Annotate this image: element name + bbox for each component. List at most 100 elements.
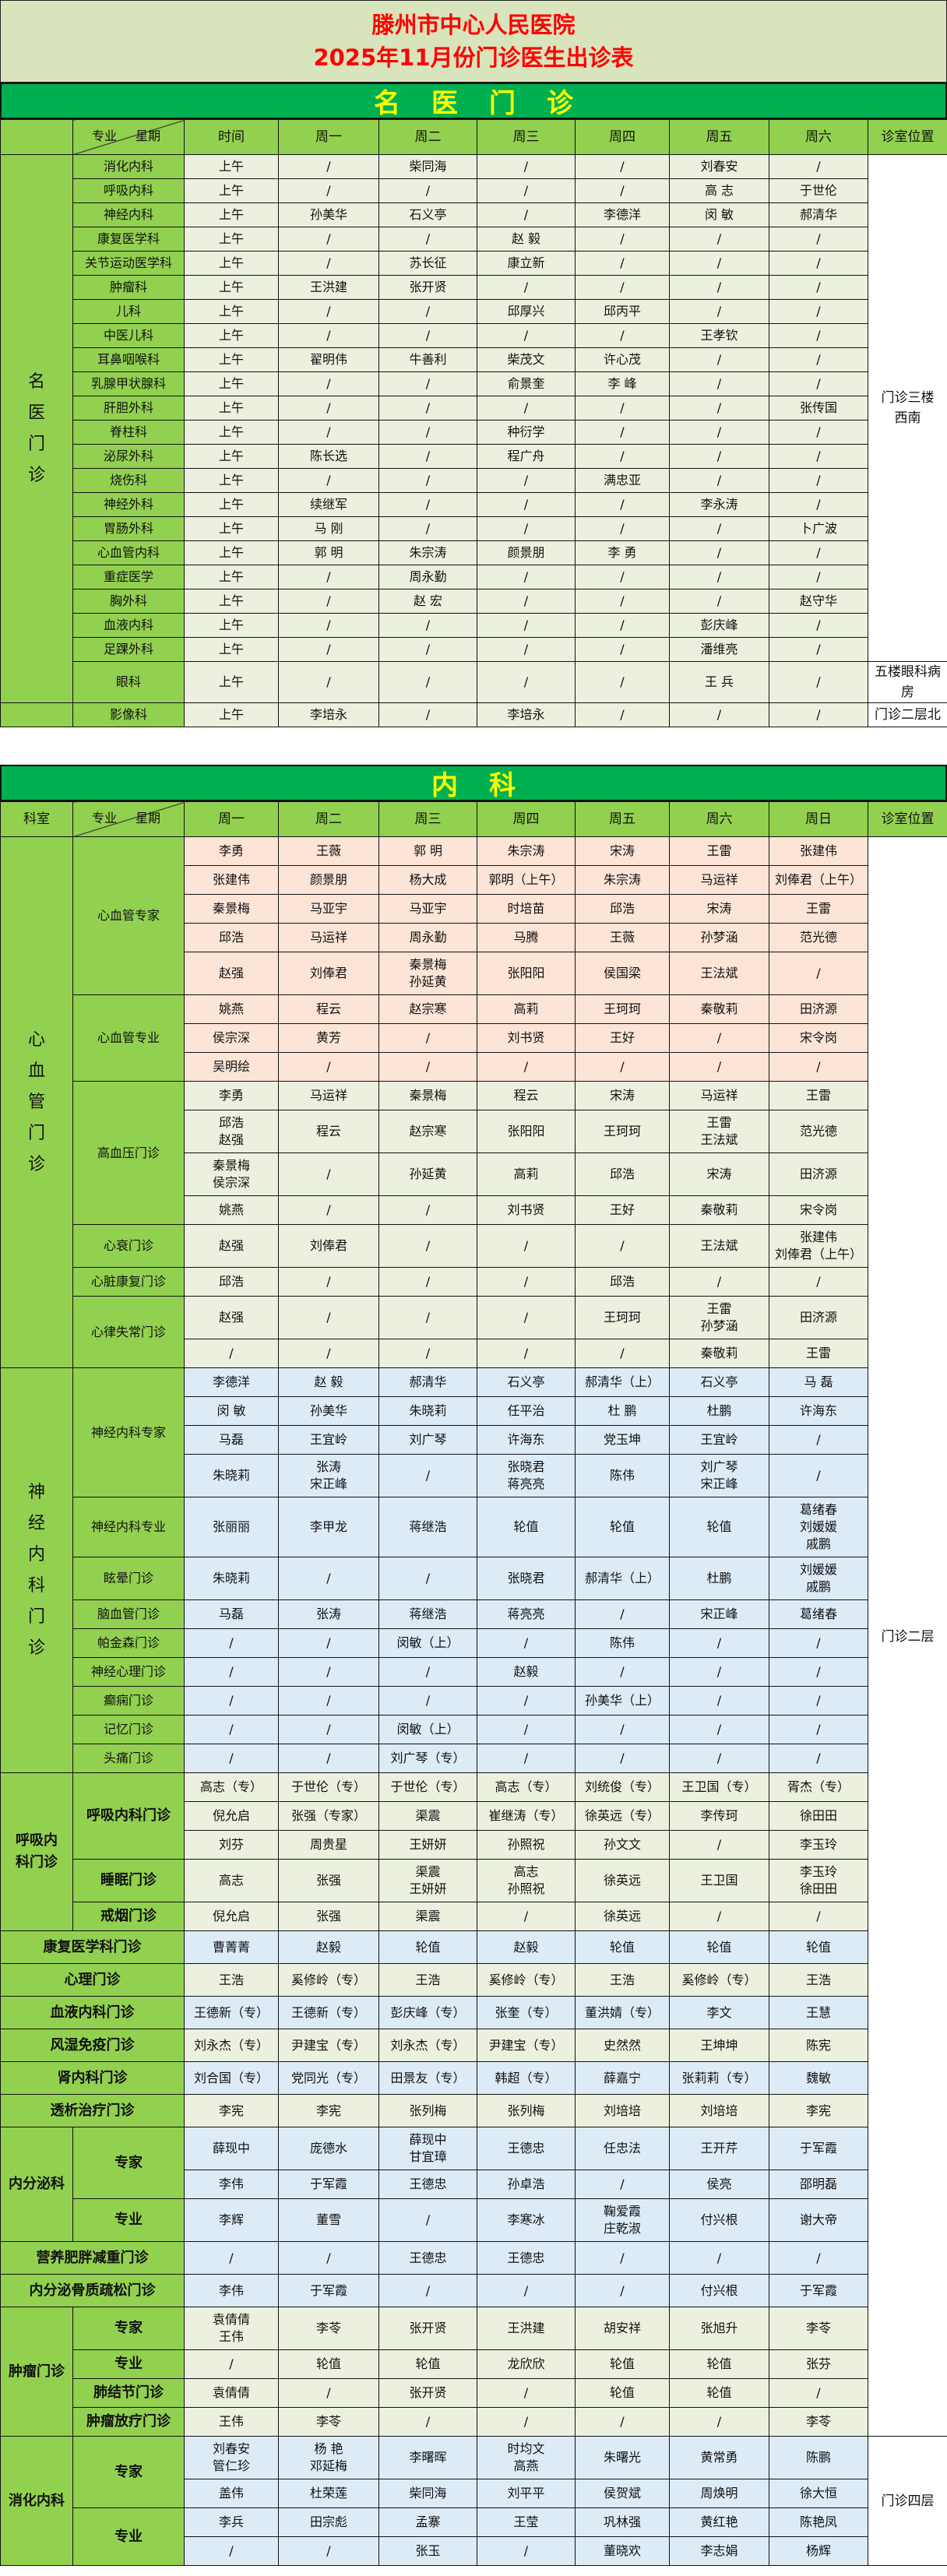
doctor-cell: 秦景梅 [184, 894, 279, 924]
doctor-cell: 李宪 [769, 2094, 868, 2127]
doctor-cell: 朱宗涛 [575, 865, 670, 895]
doctor-cell: / [769, 613, 868, 638]
table-row: 肺结节门诊 袁倩倩 / 张开贤 / 轮值 轮值 / [1, 2378, 947, 2408]
doctor-cell: / [669, 468, 769, 493]
doctor-cell: / [575, 1339, 670, 1368]
doctor-cell: / [278, 154, 379, 179]
doctor-cell: 崔继涛（专） [477, 1801, 576, 1831]
doctor-cell: 孙卓浩 [477, 2170, 576, 2199]
doctor-cell: 陈伟 [575, 1454, 670, 1497]
doctor-cell: 王德忠 [477, 2241, 576, 2275]
doctor-cell: / [477, 516, 576, 541]
table-row: 呼吸内科 上午 / / / / 高 志于世伦 [1, 178, 947, 203]
doctor-cell: / [669, 1686, 769, 1716]
doctor-cell: 王浩 [378, 1963, 477, 1997]
doctor-cell: 王珂珂 [575, 994, 670, 1024]
internal-medicine-band: 内科 [0, 765, 947, 801]
doctor-cell: 石义亭 [477, 1367, 576, 1397]
doctor-cell: / [378, 1339, 477, 1368]
doctor-cell: / [575, 492, 670, 517]
table-row: 泌尿外科 上午 陈长选 / 程广舟 / / / [1, 444, 947, 469]
day-header: 周三 [378, 801, 477, 837]
doctor-cell: 赵毅 [477, 1657, 576, 1687]
table-row: 儿科 上午 / / 邱厚兴 邱丙平 / / [1, 299, 947, 324]
doctor-cell: 徐大恒 [769, 2479, 868, 2508]
doctor-cell: / [477, 154, 576, 179]
doctor-cell: 宋涛 [669, 1153, 769, 1196]
table-row: 肿瘤科 上午 王洪建 张开贤 / / / / [1, 275, 947, 300]
doctor-cell: 秦景梅 侯宗深 [184, 1153, 279, 1196]
department-name: 心血管内科 [72, 540, 185, 565]
doctor-cell: / [575, 661, 670, 703]
doctor-cell: 刘俸君（上午） [769, 865, 868, 895]
doctor-cell: 董洪婧（专） [575, 1996, 670, 2029]
doctor-cell: 于军霞 [278, 2274, 379, 2307]
table-row: 吴明绘 / / / / / / [1, 1052, 947, 1082]
doctor-cell: 刘平平 [477, 2479, 576, 2508]
doctor-cell: / [278, 1657, 379, 1687]
doctor-cell: 周永勤 [378, 565, 477, 589]
doctor-cell: 孙文文 [575, 1830, 670, 1860]
doctor-cell: 马磊 [184, 1599, 279, 1629]
doctor-cell: / [769, 565, 868, 589]
doctor-cell: / [769, 540, 868, 565]
doctor-cell: 王雷 王法斌 [669, 1110, 769, 1153]
doctor-cell: / [769, 1715, 868, 1744]
doctor-cell: 王浩 [575, 1963, 670, 1997]
doctor-cell: / [477, 1744, 576, 1773]
table-row: 专业 李辉 董雪 / 李寒冰 鞠爱霞 庄乾淑 付兴根 谢大帝 [1, 2198, 947, 2242]
department-name: 消化内科 [72, 154, 185, 179]
doctor-cell: 渠震 王妍妍 [378, 1859, 477, 1902]
table-row: 内分泌科 专家 薛现中 庞德水 薛现中 甘宜璋 王德忠 任忠法 王开芹 于军霞 [0, 2127, 947, 2242]
specialty-label: 心血管专业 [72, 994, 185, 1082]
doctor-cell: 张丽丽 [184, 1497, 279, 1557]
doctor-cell: 薛现中 甘宜璋 [378, 2127, 477, 2170]
table-row: 肿瘤放疗门诊 王伟 李苓 / / / / 李苓 [1, 2407, 947, 2437]
doctor-cell: / [278, 2241, 379, 2275]
doctor-cell: / [477, 1715, 576, 1744]
doctor-cell: / [378, 371, 477, 396]
table-row: 耳鼻咽喉科 上午 翟明伟 牛善利 柴茂文 许心茂 / / [1, 347, 947, 372]
doctor-cell: 于军霞 [278, 2170, 379, 2199]
doctor-cell: / [769, 1686, 868, 1716]
department-name: 肿瘤科 [72, 275, 185, 300]
table-row: 专业 / 轮值 轮值 龙欣欣 轮值 轮值 张芬 [1, 2349, 947, 2379]
table-row: 心律失常门诊 赵强 / / / 王珂珂 王雷 孙梦涵 田济源 [1, 1296, 947, 1368]
doctor-cell: 朱晓莉 [184, 1454, 279, 1497]
doctor-cell: 王开芹 [669, 2127, 769, 2170]
doctor-cell: 刘广琴（专） [378, 1744, 477, 1773]
doctor-cell: 朱曙光 [575, 2436, 670, 2479]
doctor-cell: 刘俸君 [278, 1224, 379, 1268]
doctor-cell: 轮值 [669, 1930, 769, 1964]
doctor-cell: 邱浩 [184, 923, 279, 952]
doctor-cell: / [184, 1657, 279, 1687]
doctor-cell: 轮值 [278, 2349, 379, 2379]
table-row: 内分泌骨质疏松门诊 李伟 于军霞 / / / 付兴根 于军霞 [0, 2274, 947, 2307]
doctor-cell: 李曙晖 [378, 2436, 477, 2479]
doctor-cell: 郝清华（上） [575, 1557, 670, 1600]
doctor-cell: / [575, 323, 670, 348]
table-row: 风湿免疫门诊 刘永杰（专） 尹建宝（专） 刘永杰（专） 尹建宝（专） 史然然 王坤坤 陈宪 [0, 2029, 947, 2062]
doctor-cell: / [378, 1686, 477, 1716]
doctor-cell: 彭庆峰 [669, 613, 769, 638]
doctor-cell: / [477, 565, 576, 589]
doctor-cell: / [769, 347, 868, 372]
doctor-cell: 张建伟 [769, 836, 868, 866]
specialty-label: 眩晕门诊 [72, 1557, 185, 1600]
doctor-cell: 刘书贤 [477, 1023, 576, 1053]
doctor-cell: / [477, 178, 576, 203]
doctor-cell: 孙梦涵 [669, 923, 769, 952]
department-name: 重症医学 [72, 565, 185, 589]
day-header: 周五 [575, 801, 670, 837]
doctor-cell: 轮值 [477, 1497, 576, 1557]
doctor-cell: 李玉玲 徐田田 [769, 1859, 868, 1902]
department-label: 消化内科 [0, 2436, 73, 2566]
doctor-cell: 侯国梁 [575, 952, 670, 995]
doctor-cell: 渠震 [378, 1801, 477, 1831]
doctor-cell: 王伟 [184, 2407, 279, 2437]
department-name: 足踝外科 [72, 637, 185, 662]
doctor-cell: 轮值 [575, 2349, 670, 2379]
table-row: 记忆门诊 / / 闵敏（上） / / / / [1, 1715, 947, 1744]
table-row: 头痛门诊 / / 刘广琴（专） / / / / [1, 1744, 947, 1773]
doctor-cell: 徐田田 [769, 1801, 868, 1831]
